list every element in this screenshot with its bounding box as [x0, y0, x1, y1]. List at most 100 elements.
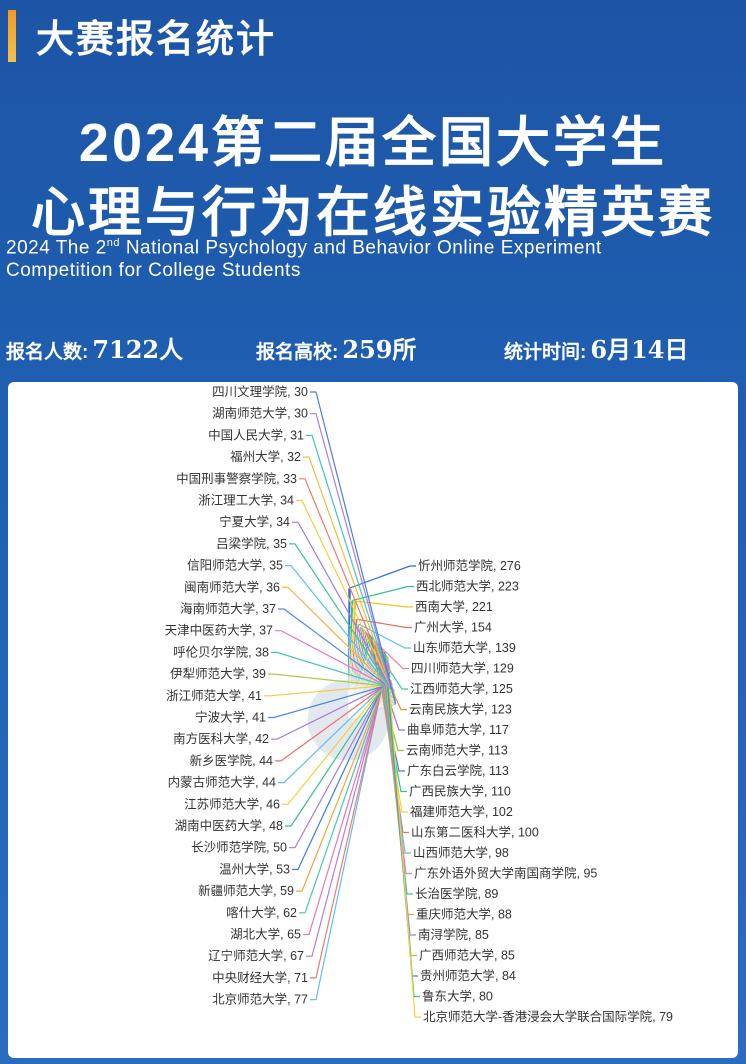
slice-label: 宁波大学, 41 [195, 710, 266, 725]
slice-label: 忻州师范学院, 276 [418, 558, 521, 573]
slice-label: 湖北大学, 65 [230, 927, 301, 942]
slice-label: 四川师范大学, 129 [411, 661, 514, 676]
pie-labels: 忻州师范学院, 276 西北师范大学, 223 西南大学, 221 广州大学, 154… [165, 384, 673, 1024]
slice-label: 山东第二医科大学, 100 [411, 825, 539, 840]
slice-label: 广东白云学院, 113 [407, 763, 509, 778]
leader-line [289, 543, 396, 696]
slice-label: 江西师范大学, 125 [410, 681, 513, 696]
slice-label: 贵州师范大学, 84 [420, 968, 516, 983]
slice-label: 喀什大学, 62 [226, 905, 297, 920]
slice-label: 中央财经大学, 71 [212, 970, 308, 985]
leader-line [310, 413, 396, 704]
english-title-line-1: 2024 The 2nd National Psychology and Beh… [6, 237, 602, 259]
slice-label: 广西民族大学, 110 [409, 784, 511, 799]
slice-label: 北京师范大学-香港浸会大学联合国际学院, 79 [423, 1009, 673, 1024]
english-title-line-2: Competition for College Students [6, 260, 301, 281]
slice-label: 中国人民大学, 31 [208, 427, 304, 442]
title-line-1: 2024第二届全国大学生 [78, 113, 668, 173]
slice-label: 云南师范大学, 113 [406, 743, 508, 758]
slice-label: 南方医科大学, 42 [173, 731, 269, 746]
header-accent-bar [8, 10, 16, 62]
slice-label: 闽南师范大学, 36 [184, 579, 280, 594]
slice-label: 福州大学, 32 [230, 449, 301, 464]
leader-line [349, 565, 416, 589]
slice-label: 吕梁学院, 35 [216, 536, 287, 551]
leader-line [299, 478, 397, 700]
slice-label: 呼伦贝尔学院, 38 [173, 644, 269, 659]
slice-label: 新乡医学院, 44 [190, 753, 273, 768]
slice-label: 浙江师范大学, 41 [166, 688, 262, 703]
leader-line [306, 434, 397, 702]
leader-line [268, 673, 393, 688]
slice-label: 江苏师范大学, 46 [184, 796, 280, 811]
leader-line [374, 640, 409, 834]
slice-label: 海南师范大学, 37 [180, 601, 276, 616]
leader-line [303, 664, 391, 936]
leader-line [275, 680, 392, 762]
pie-chart: 忻州师范学院, 276 西北师范大学, 223 西南大学, 221 广州大学, 154… [165, 384, 673, 1024]
slice-label: 北京师范大学, 77 [212, 992, 308, 1007]
leader-line [285, 565, 395, 695]
slice-label: 西南大学, 221 [415, 599, 493, 614]
slice-label: 广西师范大学, 85 [419, 948, 515, 963]
slice-label: 曲阜师范大学, 117 [407, 722, 509, 737]
leader-line [292, 521, 396, 697]
slice-label: 天津中医药大学, 37 [165, 623, 273, 638]
slice-label: 浙江理工大学, 34 [198, 493, 294, 508]
slice-label: 福建师范大学, 102 [410, 804, 513, 819]
slice-label: 重庆师范大学, 88 [416, 907, 512, 922]
leader-line [310, 391, 397, 705]
leader-line [355, 600, 413, 608]
leader-line [378, 646, 413, 895]
registrants-stat: 报名人数: 7122人 [6, 335, 184, 364]
slice-label: 长沙师范学院, 50 [191, 840, 287, 855]
slice-label: 鲁东大学, 80 [422, 989, 493, 1004]
slice-label: 信阳师范大学, 35 [187, 558, 283, 573]
leader-line [292, 671, 391, 870]
slice-label: 宁夏大学, 34 [219, 514, 290, 529]
schools-stat: 报名高校: 259所 [256, 335, 417, 364]
leader-line [310, 660, 389, 979]
slice-label: 西北师范大学, 223 [416, 579, 519, 594]
leader-line [303, 456, 397, 701]
stat-time: 统计时间: 6月14日 [504, 335, 689, 364]
leader-line [268, 683, 393, 719]
leader-line [296, 499, 397, 698]
slice-label: 山东师范大学, 139 [413, 640, 516, 655]
slice-label: 南浔学院, 85 [418, 927, 489, 942]
slice-label: 广州大学, 154 [414, 620, 492, 635]
leader-line [289, 673, 391, 849]
slice-label: 四川文理学院, 30 [212, 384, 308, 399]
leader-line [282, 586, 395, 693]
leader-line [278, 679, 392, 784]
chart-card: 忻州师范学院, 276 西北师范大学, 223 西南大学, 221 广州大学, 154… [8, 382, 738, 1058]
slice-label: 山西师范大学, 98 [413, 845, 509, 860]
leader-line [352, 585, 414, 601]
leader-line [306, 662, 390, 957]
slice-label: 内蒙古师范大学, 44 [168, 775, 276, 790]
leader-line [271, 651, 394, 689]
leader-line [386, 655, 421, 1018]
leader-line [275, 630, 394, 691]
title-line-2: 心理与行为在线实验精英赛 [31, 183, 715, 243]
slice-label: 中国刑事警察学院, 33 [176, 471, 297, 486]
slice-label: 温州大学, 53 [219, 861, 290, 876]
leader-line [278, 608, 395, 692]
leader-line [299, 666, 391, 914]
slice-label: 伊犁师范大学, 39 [170, 666, 266, 681]
section-label: 大赛报名统计 [36, 19, 277, 61]
slice-label: 湖南师范大学, 30 [212, 406, 308, 421]
slice-label: 广东外语外贸大学南国商学院, 95 [414, 866, 597, 881]
slice-label: 新疆师范大学, 59 [198, 883, 294, 898]
slice-label: 湖南中医药大学, 48 [175, 818, 283, 833]
leader-line [285, 675, 391, 827]
leader-line [381, 649, 416, 936]
leader-line [271, 681, 392, 740]
leader-line [310, 657, 389, 1001]
slice-label: 长治医学院, 89 [415, 886, 498, 901]
leader-line [282, 677, 391, 805]
leader-line [264, 684, 394, 697]
leader-line [296, 668, 391, 892]
slice-label: 云南民族大学, 123 [409, 702, 512, 717]
stats-row: 报名人数: 7122人 报名高校: 259所 统计时间: 6月14日 [0, 330, 746, 364]
